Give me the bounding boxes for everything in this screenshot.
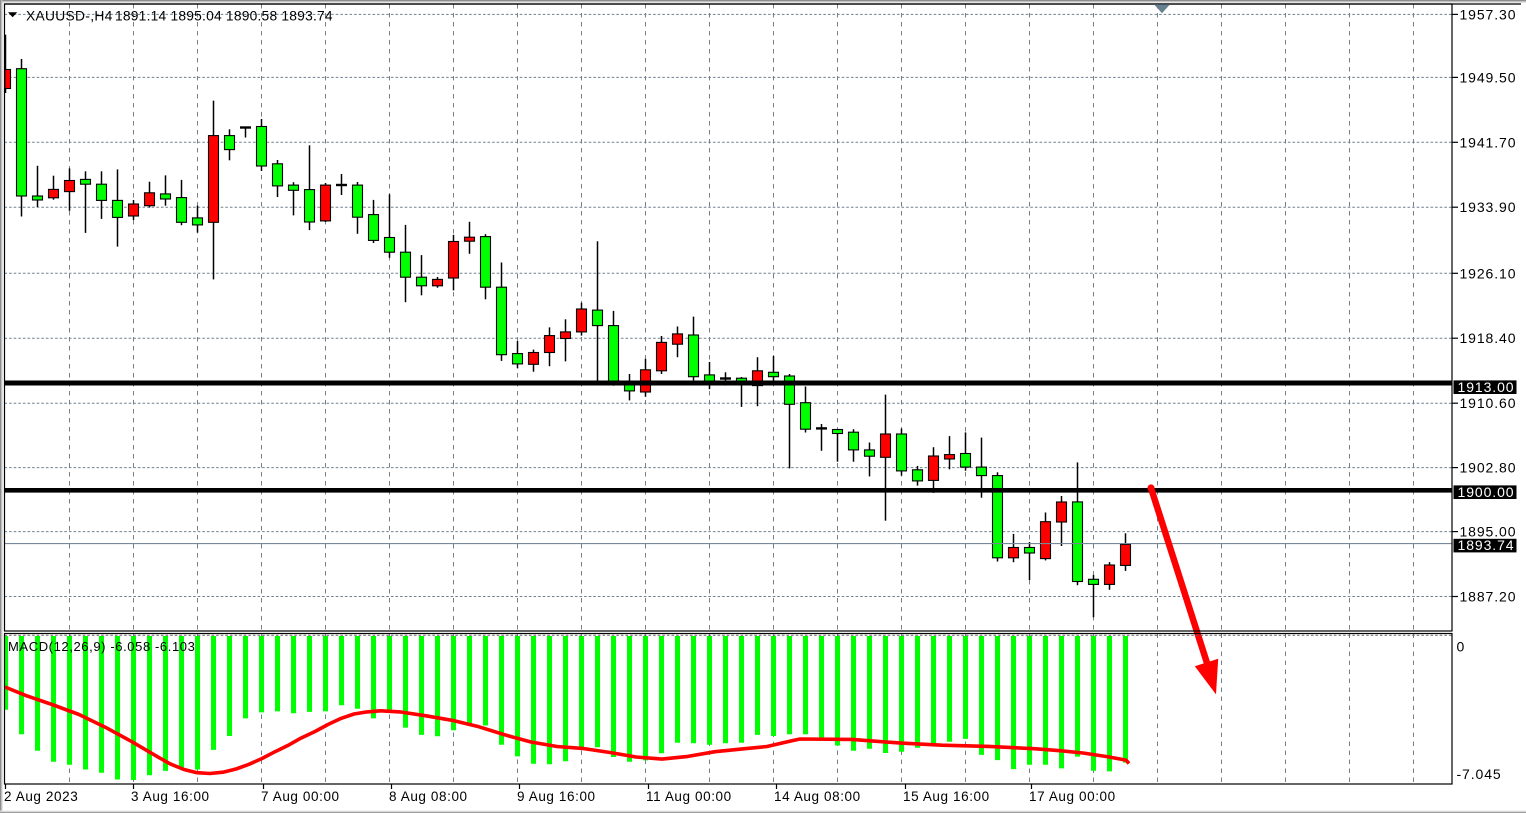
svg-text:1891.14 1895.04 1890.58 1893.7: 1891.14 1895.04 1890.58 1893.74 [115, 8, 333, 23]
svg-text:1949.50: 1949.50 [1460, 69, 1517, 85]
svg-text:1895.00: 1895.00 [1460, 524, 1517, 540]
svg-text:1910.60: 1910.60 [1460, 395, 1517, 411]
svg-text:7 Aug 00:00: 7 Aug 00:00 [261, 789, 340, 804]
svg-text:1918.40: 1918.40 [1460, 330, 1517, 346]
svg-text:17 Aug 00:00: 17 Aug 00:00 [1029, 789, 1116, 804]
svg-text:1957.30: 1957.30 [1460, 6, 1517, 22]
svg-text:1926.10: 1926.10 [1460, 265, 1517, 281]
svg-text:1893.74: 1893.74 [1458, 537, 1515, 553]
svg-text:1913.00: 1913.00 [1458, 379, 1515, 395]
svg-text:14 Aug 08:00: 14 Aug 08:00 [774, 789, 861, 804]
svg-text:XAUUSD-,H4: XAUUSD-,H4 [26, 8, 113, 23]
svg-text:1902.80: 1902.80 [1460, 460, 1517, 476]
svg-text:1900.00: 1900.00 [1458, 484, 1515, 500]
svg-text:9 Aug 16:00: 9 Aug 16:00 [517, 789, 596, 804]
svg-text:MACD(12,26,9) -6.058 -6.103: MACD(12,26,9) -6.058 -6.103 [8, 639, 195, 654]
svg-text:3 Aug 16:00: 3 Aug 16:00 [131, 789, 210, 804]
svg-text:1941.70: 1941.70 [1460, 134, 1517, 150]
svg-text:1887.20: 1887.20 [1460, 589, 1517, 605]
svg-text:8 Aug 08:00: 8 Aug 08:00 [389, 789, 468, 804]
svg-text:-7.045: -7.045 [1457, 766, 1502, 782]
svg-text:15 Aug 16:00: 15 Aug 16:00 [903, 789, 990, 804]
svg-text:11 Aug 00:00: 11 Aug 00:00 [646, 789, 732, 804]
svg-text:2 Aug 2023: 2 Aug 2023 [4, 789, 78, 804]
svg-text:1933.90: 1933.90 [1460, 199, 1517, 215]
svg-text:0: 0 [1457, 639, 1466, 655]
